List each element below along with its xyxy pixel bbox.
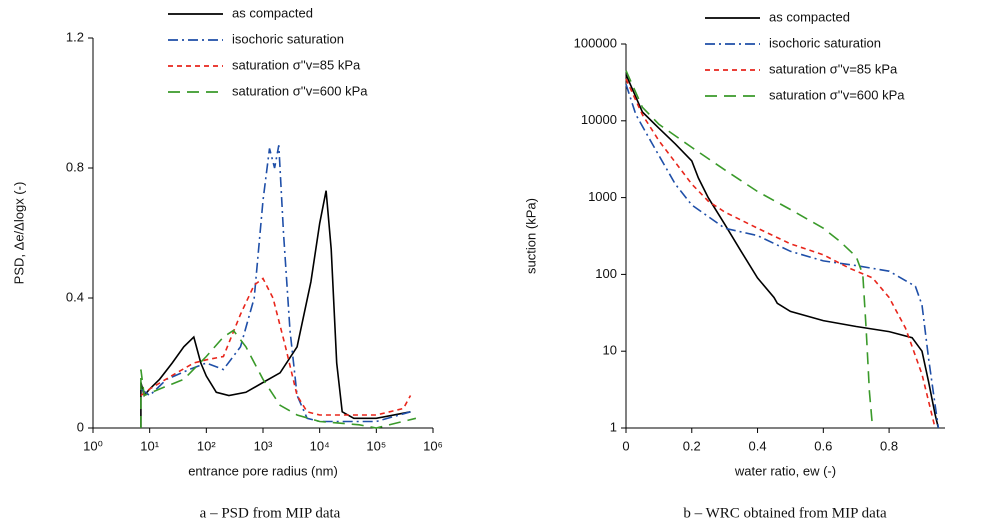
y-tick-label: 1000 [588, 189, 617, 204]
legend-label: isochoric saturation [232, 31, 344, 46]
x-tick-label: 10³ [254, 438, 273, 453]
x-tick-label: 10¹ [140, 438, 159, 453]
y-tick-label: 10000 [581, 112, 617, 127]
x-tick-label: 10² [197, 438, 216, 453]
series-line [625, 83, 940, 429]
x-tick-label: 0.2 [683, 438, 701, 453]
y-tick-label: 0.8 [66, 159, 84, 174]
x-axis-label: water ratio, ew (-) [734, 463, 836, 478]
y-tick-label: 0.4 [66, 289, 84, 304]
legend-label: saturation σ''v=600 kPa [769, 87, 905, 102]
x-axis-label: entrance pore radius (nm) [188, 463, 338, 478]
legend-label: isochoric saturation [769, 35, 881, 50]
x-tick-label: 0.6 [814, 438, 832, 453]
x-tick-label: 10⁵ [366, 438, 386, 453]
caption: b – WRC obtained from MIP data [683, 505, 887, 521]
x-tick-label: 10⁰ [83, 438, 103, 453]
y-axis-label: PSD, Δe/Δlogx (-) [11, 182, 26, 285]
caption: a – PSD from MIP data [200, 505, 341, 521]
y-tick-label: 1 [610, 419, 617, 434]
x-tick-label: 0.4 [749, 438, 767, 453]
series-line [625, 70, 874, 429]
legend-label: saturation σ''v=85 kPa [232, 57, 361, 72]
y-tick-label: 1.2 [66, 29, 84, 44]
y-tick-label: 0 [77, 419, 84, 434]
legend-label: as compacted [769, 9, 850, 24]
legend-label: saturation σ''v=600 kPa [232, 83, 368, 98]
x-tick-label: 10⁴ [310, 438, 330, 453]
y-tick-label: 10 [603, 343, 617, 358]
y-tick-label: 100000 [574, 35, 617, 50]
series-line [140, 277, 412, 416]
x-tick-label: 10⁶ [423, 438, 443, 453]
series-line [140, 190, 411, 428]
y-axis-label: suction (kPa) [523, 198, 538, 274]
series-line [625, 78, 936, 429]
legend-label: saturation σ''v=85 kPa [769, 61, 898, 76]
x-tick-label: 0 [622, 438, 629, 453]
series-line [625, 74, 940, 429]
y-tick-label: 100 [595, 266, 617, 281]
series-line [140, 329, 417, 429]
x-tick-label: 0.8 [880, 438, 898, 453]
legend-label: as compacted [232, 5, 313, 20]
